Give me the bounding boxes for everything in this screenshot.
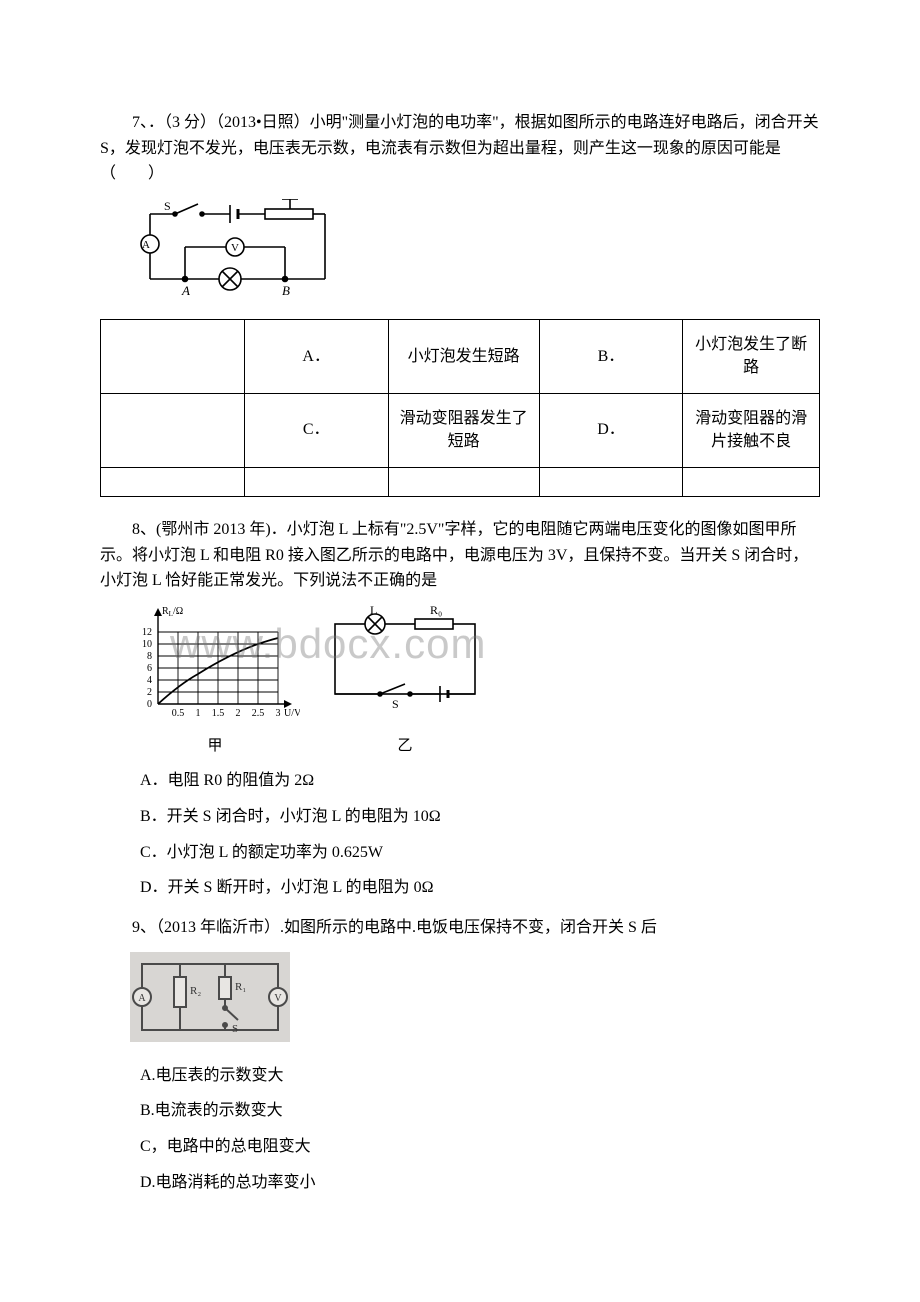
label-l: L [370, 604, 377, 617]
q9-circuit: A V R₂ R₁ S [130, 952, 820, 1051]
label-d: D． [539, 394, 683, 468]
svg-text:3: 3 [276, 708, 281, 719]
voltmeter-icon: V [274, 993, 282, 1004]
caption-yi: 乙 [320, 734, 490, 758]
q9-opt-a: A.电压表的示数变大 [140, 1063, 820, 1089]
voltmeter-icon: V [231, 242, 239, 254]
label-r1: R₁ [235, 981, 246, 993]
q8-opt-b: B．开关 S 闭合时，小灯泡 L 的电阻为 10Ω [140, 804, 820, 830]
ammeter-icon: A [142, 239, 150, 251]
ammeter-icon: A [138, 993, 146, 1004]
label-r2: R₂ [190, 985, 201, 997]
label-b: B． [539, 320, 683, 394]
cell-blank [244, 467, 388, 496]
q7-stem: 7、．（3 分）（2013•日照）小明"测量小灯泡的电功率"，根据如图所示的电路… [100, 110, 820, 187]
svg-text:10: 10 [142, 639, 152, 650]
q9-opt-c: C，电路中的总电阻变大 [140, 1134, 820, 1160]
label-c: C． [244, 394, 388, 468]
q8-opt-d: D．开关 S 断开时，小灯泡 L 的电阻为 0Ω [140, 875, 820, 901]
cell-blank [101, 320, 245, 394]
svg-text:6: 6 [147, 663, 152, 674]
q8-stem: 8、(鄂州市 2013 年)．小灯泡 L 上标有"2.5V"字样，它的电阻随它两… [100, 517, 820, 594]
ylabel: RL/Ω [162, 606, 183, 618]
q9-opt-b: B.电流表的示数变大 [140, 1098, 820, 1124]
svg-text:8: 8 [147, 651, 152, 662]
node-b: B [282, 283, 290, 298]
svg-text:4: 4 [147, 675, 152, 686]
q8-opt-c: C．小灯泡 L 的额定功率为 0.625W [140, 840, 820, 866]
svg-text:0: 0 [147, 699, 152, 710]
q8-chart: 0 2 4 6 8 10 12 0.5 1 1.5 2 2.5 3 RL/Ω U… [130, 604, 300, 759]
opt-c: 滑动变阻器发生了短路 [388, 394, 539, 468]
cell-blank [101, 467, 245, 496]
svg-text:2: 2 [147, 687, 152, 698]
label-s: S [392, 697, 399, 711]
svg-text:2: 2 [236, 708, 241, 719]
q9-stem: 9、（2013 年临沂市）.如图所示的电路中.电饭电压保持不变，闭合开关 S 后 [100, 915, 820, 941]
label-r0: R₀ [430, 604, 442, 617]
label-s: S [164, 199, 171, 213]
q9-opt-d: D.电路消耗的总功率变小 [140, 1170, 820, 1196]
svg-text:12: 12 [142, 627, 152, 638]
q8-opt-a: A．电阻 R0 的阻值为 2Ω [140, 768, 820, 794]
opt-b: 小灯泡发生了断路 [683, 320, 820, 394]
cell-blank [101, 394, 245, 468]
svg-text:1.5: 1.5 [212, 708, 225, 719]
q8-figures: www.bdocx.com [130, 604, 820, 759]
xlabel: U/V [284, 708, 300, 719]
opt-a: 小灯泡发生短路 [388, 320, 539, 394]
svg-text:2.5: 2.5 [252, 708, 265, 719]
caption-jia: 甲 [130, 734, 300, 758]
label-s: S [232, 1023, 238, 1035]
q7-options-table: A． 小灯泡发生短路 B． 小灯泡发生了断路 C． 滑动变阻器发生了短路 D． … [100, 319, 820, 497]
label-a: A． [244, 320, 388, 394]
svg-text:1: 1 [196, 708, 201, 719]
cell-blank [539, 467, 683, 496]
q8-circuit: L R₀ S 乙 [320, 604, 490, 759]
svg-text:0.5: 0.5 [172, 708, 185, 719]
node-a: A [181, 283, 190, 298]
q7-circuit: S A V A B [130, 199, 820, 308]
opt-d: 滑动变阻器的滑片接触不良 [683, 394, 820, 468]
cell-blank [388, 467, 539, 496]
cell-blank [683, 467, 820, 496]
